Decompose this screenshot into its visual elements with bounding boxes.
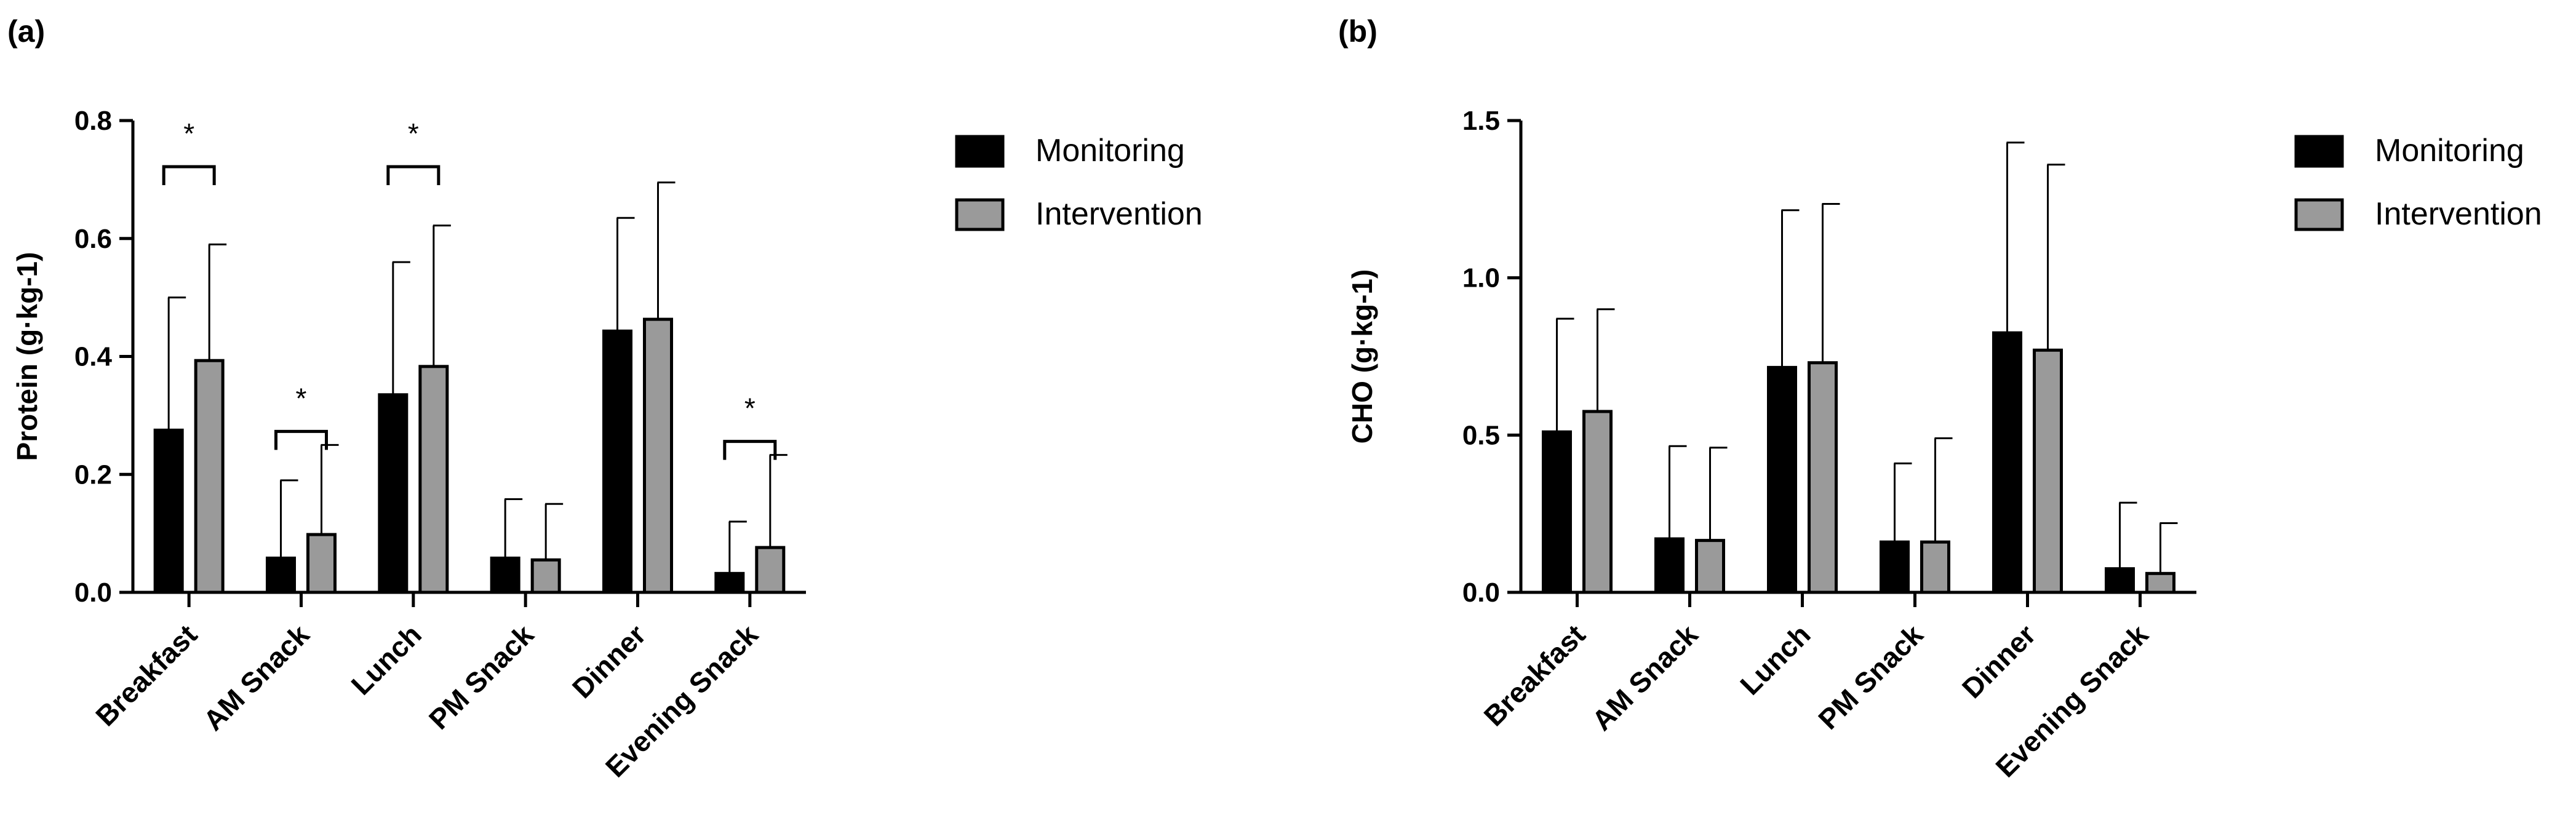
chart1-bar-intervention (530, 558, 561, 594)
chart1-y-tick-label: 0.4 (74, 342, 113, 372)
chart1-category-label: PM Snack (423, 618, 540, 736)
chart1-y-axis-title: Protein (g·kg-1) (11, 252, 43, 461)
chart1-bar-monitoring (153, 428, 184, 594)
chart2-bar-monitoring (1767, 365, 1797, 594)
chart2-bar-intervention (1920, 540, 1950, 594)
chart1-significance-star: * (408, 117, 419, 149)
chart1-significance-star: * (744, 392, 756, 424)
chart1-bar-monitoring (266, 556, 296, 594)
chart1-y-tick-label: 0.2 (74, 459, 112, 490)
chart1-legend-swatch-monitoring (955, 135, 1005, 168)
chart1-category-label: Lunch (345, 618, 428, 701)
chart1-bar-monitoring (490, 556, 520, 594)
chart1-bar-monitoring (378, 393, 409, 594)
chart2-bar-intervention (1695, 539, 1725, 594)
chart1-significance-bracket (162, 165, 216, 185)
chart2-legend-label-monitoring: Monitoring (2375, 133, 2524, 169)
chart1-bar-intervention (418, 365, 449, 594)
chart1-bar-monitoring (714, 571, 745, 594)
chart1-category-label: Breakfast (89, 618, 203, 732)
chart1-y-tick-label: 0.6 (74, 224, 112, 254)
chart1-bar-intervention (755, 546, 786, 594)
chart2-category-label: AM Snack (1585, 618, 1704, 737)
chart2-bar-intervention (1582, 410, 1613, 594)
chart1-legend-label-intervention: Intervention (1035, 196, 1203, 232)
chart2-y-tick-label: 0.0 (1462, 578, 1500, 608)
chart2-y-tick-label: 1.0 (1462, 263, 1500, 293)
chart1-legend-label-monitoring: Monitoring (1035, 133, 1185, 169)
chart1-bar-intervention (194, 359, 225, 594)
chart1-y-tick-label: 0.0 (74, 578, 112, 608)
chart1-category-label: Dinner (566, 618, 652, 704)
chart2-bar-intervention (2033, 348, 2063, 594)
chart1-significance-bracket (723, 440, 777, 460)
chart1-significance-star: * (296, 382, 307, 414)
chart2-y-tick-label: 0.5 (1462, 420, 1500, 450)
chart2-bar-monitoring (2105, 567, 2135, 594)
chart1-y-tick-label: 0.8 (74, 106, 112, 136)
chart-panel-a: (a) 0.0 0.2 0.4 0.6 0.8 Protein (g·kg-1) Breakf… (7, 14, 1203, 783)
chart2-bar-intervention (2145, 571, 2175, 594)
chart2-bar-monitoring (1654, 537, 1685, 594)
chart2-legend-swatch-intervention (2294, 198, 2344, 231)
chart2-category-label: Lunch (1734, 618, 1816, 701)
chart1-significance-star: * (183, 117, 194, 149)
chart2-panel-label: (b) (1338, 14, 1378, 49)
chart1-bar-intervention (643, 317, 673, 594)
chart2-category-label: Breakfast (1478, 618, 1592, 732)
chart1-category-label: AM Snack (197, 618, 316, 737)
chart1-legend-swatch-intervention (955, 198, 1005, 231)
chart2-legend-swatch-monitoring (2294, 135, 2344, 168)
chart2-category-label: PM Snack (1812, 618, 1929, 736)
chart2-bar-monitoring (1542, 430, 1572, 594)
chart2-bar-monitoring (1880, 540, 1910, 594)
chart2-bar-intervention (1808, 361, 1838, 594)
chart1-significance-bracket (386, 165, 441, 185)
chart2-legend-label-intervention: Intervention (2375, 196, 2542, 232)
chart1-bar-monitoring (602, 329, 632, 594)
chart1-panel-label: (a) (7, 14, 45, 49)
chart2-category-label: Dinner (1956, 618, 2042, 704)
chart1-bar-intervention (306, 533, 337, 594)
chart1-significance-bracket (274, 429, 328, 450)
chart2-y-tick-label: 1.5 (1462, 106, 1500, 136)
chart2-bar-monitoring (1992, 331, 2022, 594)
chart2-y-axis-title: CHO (g·kg-1) (1346, 269, 1378, 444)
